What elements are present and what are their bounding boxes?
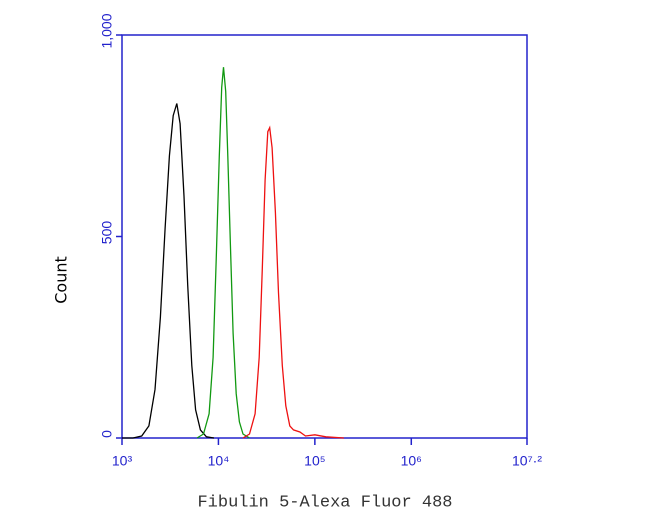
x-tick-label: 10⁵ <box>304 453 325 469</box>
y-tick-label: 0 <box>99 430 115 438</box>
y-axis-label: Count <box>52 256 71 304</box>
x-tick-label: 10³ <box>112 453 133 469</box>
x-axis-label: Fibulin 5-Alexa Fluor 488 <box>197 493 452 512</box>
histogram-line <box>122 103 215 439</box>
plot-frame <box>121 34 528 439</box>
histogram-line <box>196 67 250 439</box>
y-tick-label: 500 <box>99 221 115 245</box>
x-tick-label: 10⁷·² <box>512 453 542 469</box>
x-tick-label: 10⁶ <box>401 453 422 469</box>
x-tick-label: 10⁴ <box>208 453 230 469</box>
histogram-line <box>242 125 344 439</box>
y-tick-label: 1,000 <box>99 13 115 48</box>
